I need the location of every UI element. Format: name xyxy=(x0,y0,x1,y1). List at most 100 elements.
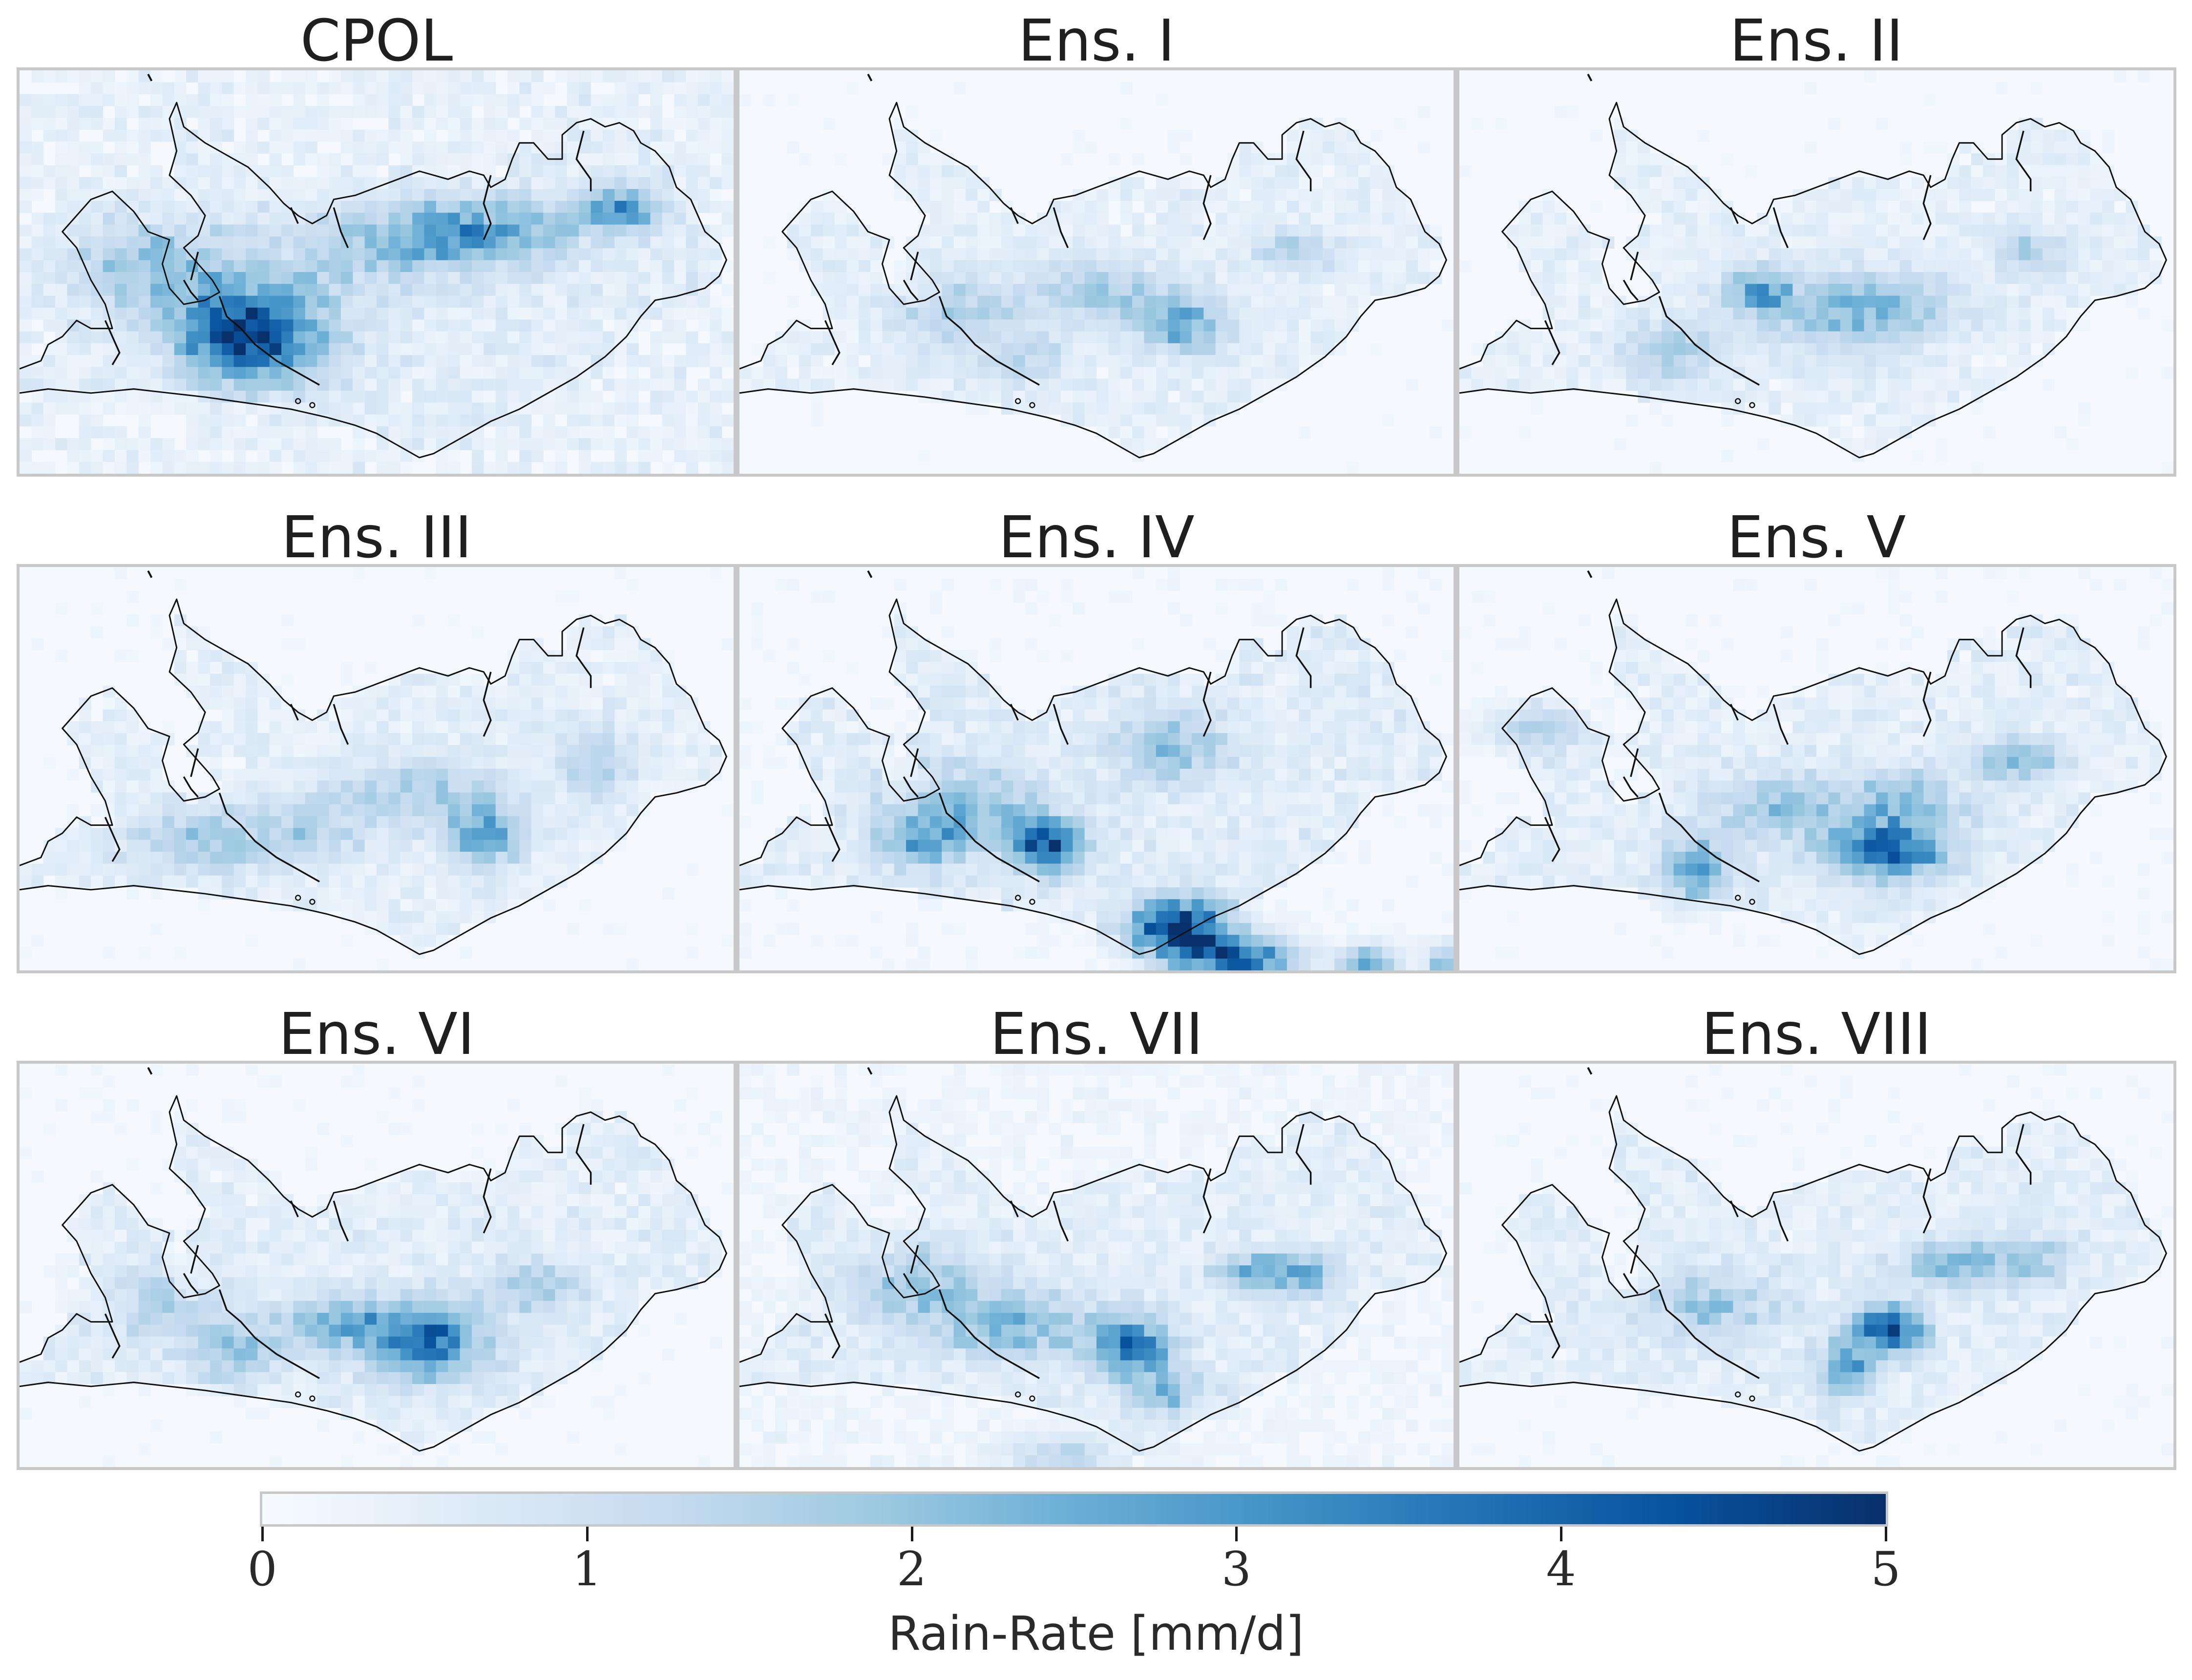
river-inlet xyxy=(1729,1200,1739,1218)
colorbar-tick xyxy=(1560,1527,1563,1541)
rain-rate-heatmap xyxy=(739,567,1454,970)
coast-fragment xyxy=(867,1067,873,1075)
river-inlet xyxy=(290,704,299,721)
colorbar-tick xyxy=(910,1527,913,1541)
river-inlet xyxy=(1658,1289,1760,1379)
island xyxy=(1029,402,1035,408)
colorbar-tick-label: 0 xyxy=(247,1542,277,1596)
heatmap-cells xyxy=(1459,567,2173,970)
panel-title-ens-viii: Ens. VIII xyxy=(1701,1000,1932,1068)
coast-fragment xyxy=(867,73,873,82)
river-inlet xyxy=(1630,252,1639,280)
river-inlet xyxy=(1295,1124,1312,1185)
heatmap-cells xyxy=(739,1064,1454,1467)
river-inlet xyxy=(183,776,199,798)
island xyxy=(1734,398,1741,404)
rain-rate-heatmap xyxy=(1459,567,2173,970)
river-inlet xyxy=(824,1313,841,1359)
river-inlet xyxy=(1544,817,1560,862)
river-inlet xyxy=(483,1168,492,1234)
river-inlet xyxy=(2015,1124,2032,1185)
river-inlet xyxy=(1010,1200,1019,1218)
river-inlet xyxy=(1658,793,1760,882)
river-inlet xyxy=(190,252,199,280)
river-inlet xyxy=(1202,672,1212,737)
river-inlet xyxy=(575,130,592,191)
panel-title-cpol: CPOL xyxy=(300,7,453,74)
river-inlet xyxy=(1053,704,1069,745)
rain-rate-heatmap xyxy=(20,1064,734,1467)
river-inlet xyxy=(290,207,299,224)
river-inlet xyxy=(290,1200,299,1218)
island xyxy=(1734,1391,1741,1398)
river-inlet xyxy=(483,672,492,737)
river-inlet xyxy=(1729,704,1739,721)
river-inlet xyxy=(1202,175,1212,240)
island xyxy=(1014,398,1021,404)
island xyxy=(309,402,316,408)
coastline xyxy=(739,102,1447,459)
river-inlet xyxy=(903,279,919,301)
river-inlet xyxy=(183,1273,199,1294)
river-inlet xyxy=(218,296,320,386)
river-inlet xyxy=(903,1273,919,1294)
river-inlet xyxy=(218,793,320,882)
river-inlet xyxy=(938,1289,1040,1379)
rain-rate-heatmap xyxy=(1459,70,2173,474)
colorbar-label: Rain-Rate [mm/d] xyxy=(888,1606,1304,1661)
panel-title-ens-vi: Ens. VI xyxy=(278,1000,475,1068)
panel-title-ens-ii: Ens. II xyxy=(1729,7,1903,74)
colorbar xyxy=(260,1491,1888,1527)
river-inlet xyxy=(1658,296,1760,386)
rain-rate-heatmap xyxy=(20,567,734,970)
river-inlet xyxy=(1623,1273,1639,1294)
rain-rate-heatmap xyxy=(1459,1064,2173,1467)
panel-title-ens-iii: Ens. III xyxy=(281,504,472,571)
coast-fragment xyxy=(867,570,873,578)
river-inlet xyxy=(1623,776,1639,798)
map-panel-ens-viii xyxy=(1456,1061,2176,1470)
coastline xyxy=(1459,102,2167,459)
island xyxy=(295,1391,301,1398)
coast-fragment xyxy=(1587,570,1593,578)
river-inlet xyxy=(575,627,592,688)
rain-rate-heatmap xyxy=(739,73,1454,474)
coastline xyxy=(20,1095,727,1452)
river-inlet xyxy=(910,252,919,280)
river-inlet xyxy=(104,1313,121,1359)
heatmap-cells xyxy=(20,70,734,474)
coastline xyxy=(1459,1095,2167,1452)
river-inlet xyxy=(104,817,121,862)
river-inlet xyxy=(1053,1200,1069,1242)
river-inlet xyxy=(1623,279,1639,301)
river-inlet xyxy=(1729,207,1739,224)
river-inlet xyxy=(2015,130,2032,191)
river-inlet xyxy=(938,296,1040,386)
colorbar-tick xyxy=(1235,1527,1238,1541)
river-inlet xyxy=(483,175,492,240)
coast-fragment xyxy=(1587,1067,1593,1075)
island xyxy=(1749,899,1755,905)
map-panel-ens-vii xyxy=(737,1061,1456,1470)
river-inlet xyxy=(1295,627,1312,688)
heatmap-cells xyxy=(739,567,1454,970)
island xyxy=(1749,402,1755,408)
river-inlet xyxy=(910,1245,919,1274)
panel-title-ens-i: Ens. I xyxy=(1018,7,1175,74)
map-panel-ens-ii xyxy=(1456,67,2176,477)
coast-fragment xyxy=(147,570,153,578)
river-inlet xyxy=(1772,704,1789,745)
river-inlet xyxy=(1544,320,1560,365)
river-inlet xyxy=(910,748,919,777)
colorbar-tick-label: 4 xyxy=(1546,1542,1576,1596)
rain-rate-heatmap xyxy=(20,70,734,474)
island xyxy=(1029,899,1035,905)
island xyxy=(1029,1395,1035,1402)
river-inlet xyxy=(938,793,1040,882)
map-panel-ens-iv xyxy=(737,564,1456,973)
colorbar-tick-label: 3 xyxy=(1221,1542,1251,1596)
island xyxy=(309,1395,316,1402)
island xyxy=(1014,895,1021,901)
island xyxy=(1014,1391,1021,1398)
river-inlet xyxy=(104,320,121,365)
